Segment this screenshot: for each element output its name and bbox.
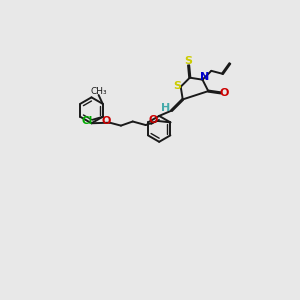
Text: O: O bbox=[220, 88, 229, 98]
Text: H: H bbox=[161, 103, 170, 113]
Text: O: O bbox=[101, 116, 111, 126]
Text: S: S bbox=[184, 56, 193, 67]
Text: Cl: Cl bbox=[82, 116, 93, 126]
Text: O: O bbox=[149, 115, 158, 125]
Text: CH₃: CH₃ bbox=[90, 87, 107, 96]
Text: S: S bbox=[173, 81, 181, 91]
Text: N: N bbox=[200, 72, 209, 82]
